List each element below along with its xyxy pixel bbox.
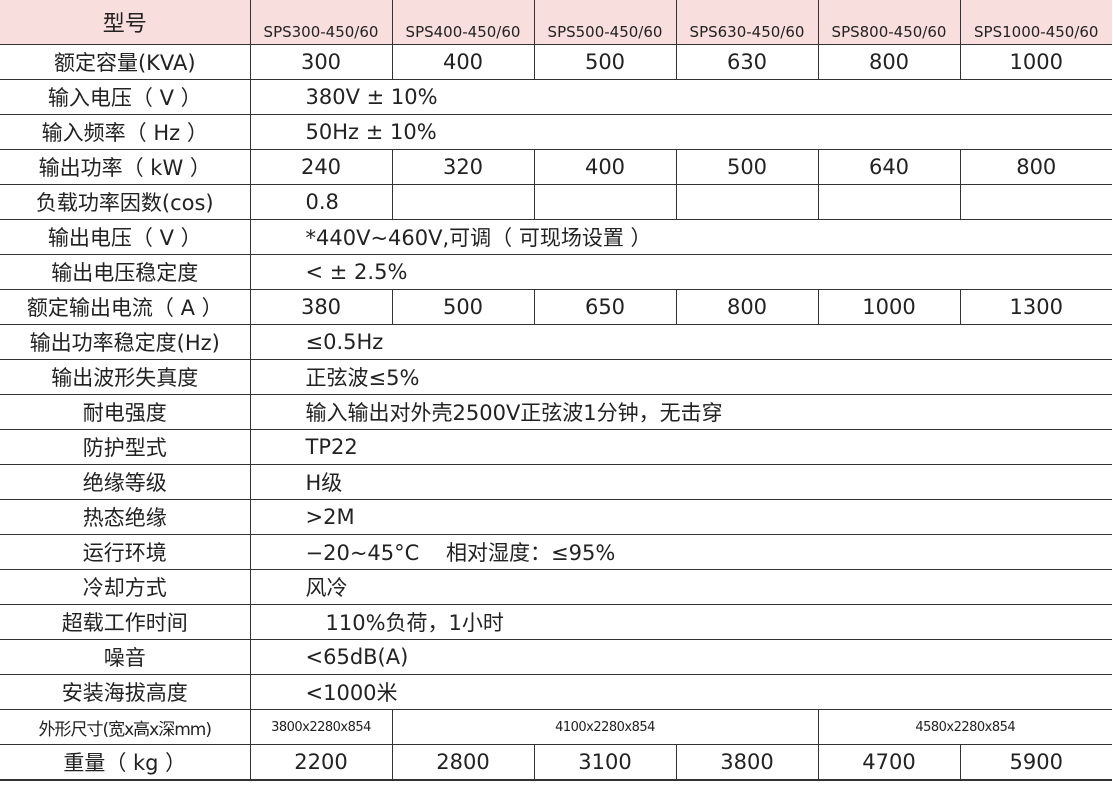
row-label: 输入频率（ Hz ）	[0, 114, 251, 150]
model-cell: SPS630-450/60	[675, 0, 819, 45]
row-rated-current: 额定输出电流（ A ） 380 500 650 800 1000 1300	[0, 289, 1112, 325]
cell: 输入输出对外壳2500V正弦波1分钟，无击穿	[249, 394, 1112, 430]
row-label: 超载工作时间	[0, 604, 251, 640]
cell: >2M	[249, 499, 1112, 535]
cell: <65dB(A)	[249, 639, 1112, 675]
cell: 500	[391, 289, 535, 325]
cell: 380	[249, 289, 393, 325]
model-cell: SPS400-450/60	[391, 0, 535, 45]
cell: H级	[249, 464, 1112, 500]
cell: 320	[391, 149, 535, 185]
row-altitude: 安装海拔高度 <1000米	[0, 674, 1112, 710]
row-weight: 重量（ kg ） 2200 2800 3100 3800 4700 5900	[0, 744, 1112, 781]
cell	[959, 184, 1112, 220]
cell: 380V ± 10%	[249, 79, 1112, 115]
row-capacity: 额定容量(KVA) 300 400 500 630 800 1000	[0, 44, 1112, 80]
cell: *440V~460V,可调（ 可现场设置 ）	[249, 219, 1112, 255]
cell: 500	[675, 149, 819, 185]
row-cooling: 冷却方式 风冷	[0, 569, 1112, 605]
cell: 800	[817, 44, 961, 80]
cell: 3100	[533, 744, 677, 781]
cell: 240	[249, 149, 393, 185]
row-label: 输出电压（ V ）	[0, 219, 251, 255]
row-label: 热态绝缘	[0, 499, 251, 535]
model-cell: SPS300-450/60	[249, 0, 393, 45]
row-output-power: 输出功率（ kW ） 240 320 400 500 640 800	[0, 149, 1112, 185]
model-cell: SPS500-450/60	[533, 0, 677, 45]
cell: 3800	[675, 744, 819, 781]
row-label: 负载功率因数(cos)	[0, 184, 251, 220]
row-label: 输出功率稳定度(Hz)	[0, 324, 251, 360]
cell: 650	[533, 289, 677, 325]
cell	[391, 184, 535, 220]
cell: 4700	[817, 744, 961, 781]
row-hot-insulation: 热态绝缘 >2M	[0, 499, 1112, 535]
cell: 2800	[391, 744, 535, 781]
cell: 4580x2280x854	[817, 709, 1112, 745]
row-protection: 防护型式 TP22	[0, 429, 1112, 465]
cell: TP22	[249, 429, 1112, 465]
cell: 0.8	[249, 184, 393, 220]
cell: 1000	[817, 289, 961, 325]
row-waveform-distortion: 输出波形失真度 正弦波≤5%	[0, 359, 1112, 395]
row-overload: 超载工作时间 110%负荷，1小时	[0, 604, 1112, 640]
cell: 1000	[959, 44, 1112, 80]
row-label: 耐电强度	[0, 394, 251, 430]
cell: 2200	[249, 744, 393, 781]
model-label: 型号	[0, 0, 251, 45]
row-power-stability: 输出功率稳定度(Hz) ≤0.5Hz	[0, 324, 1112, 360]
row-label: 输出功率（ kW ）	[0, 149, 251, 185]
cell: < ± 2.5%	[249, 254, 1112, 290]
row-label: 额定输出电流（ A ）	[0, 289, 251, 325]
cell	[533, 184, 677, 220]
row-environment: 运行环境 −20~45°C 相对湿度：≤95%	[0, 534, 1112, 570]
cell: 110%负荷，1小时	[249, 604, 1112, 640]
row-insulation-class: 绝缘等级 H级	[0, 464, 1112, 500]
cell: 风冷	[249, 569, 1112, 605]
cell: 3800x2280x854	[249, 709, 393, 745]
cell: 640	[817, 149, 961, 185]
cell: 500	[533, 44, 677, 80]
cell: 630	[675, 44, 819, 80]
row-label: 噪音	[0, 639, 251, 675]
cell: ≤0.5Hz	[249, 324, 1112, 360]
row-label: 绝缘等级	[0, 464, 251, 500]
row-input-freq: 输入频率（ Hz ） 50Hz ± 10%	[0, 114, 1112, 150]
row-label: 防护型式	[0, 429, 251, 465]
model-cell: SPS1000-450/60	[959, 0, 1112, 45]
row-label: 输出波形失真度	[0, 359, 251, 395]
model-cell: SPS800-450/60	[817, 0, 961, 45]
cell: 1300	[959, 289, 1112, 325]
row-output-voltage: 输出电压（ V ） *440V~460V,可调（ 可现场设置 ）	[0, 219, 1112, 255]
row-dimensions: 外形尺寸(宽x高x深mm) 3800x2280x854 4100x2280x85…	[0, 709, 1112, 745]
header-row: 型号 SPS300-450/60 SPS400-450/60 SPS500-45…	[0, 0, 1112, 45]
cell: 4100x2280x854	[391, 709, 819, 745]
row-label: 输入电压（ V ）	[0, 79, 251, 115]
row-power-factor: 负载功率因数(cos) 0.8	[0, 184, 1112, 220]
cell: 400	[533, 149, 677, 185]
row-label: 安装海拔高度	[0, 674, 251, 710]
cell: 5900	[959, 744, 1112, 781]
row-label: 运行环境	[0, 534, 251, 570]
cell: 800	[675, 289, 819, 325]
row-label: 输出电压稳定度	[0, 254, 251, 290]
cell: 300	[249, 44, 393, 80]
cell: −20~45°C 相对湿度：≤95%	[249, 534, 1112, 570]
cell	[817, 184, 961, 220]
row-label: 额定容量(KVA)	[0, 44, 251, 80]
cell: <1000米	[249, 674, 1112, 710]
row-label: 冷却方式	[0, 569, 251, 605]
row-label: 外形尺寸(宽x高x深mm)	[0, 709, 251, 745]
cell: 正弦波≤5%	[249, 359, 1112, 395]
row-label: 重量（ kg ）	[0, 744, 251, 781]
cell: 400	[391, 44, 535, 80]
row-noise: 噪音 <65dB(A)	[0, 639, 1112, 675]
cell: 800	[959, 149, 1112, 185]
row-input-voltage: 输入电压（ V ） 380V ± 10%	[0, 79, 1112, 115]
cell: 50Hz ± 10%	[249, 114, 1112, 150]
cell	[675, 184, 819, 220]
row-voltage-stability: 输出电压稳定度 < ± 2.5%	[0, 254, 1112, 290]
spec-table: 型号 SPS300-450/60 SPS400-450/60 SPS500-45…	[0, 0, 1112, 781]
row-dielectric-strength: 耐电强度 输入输出对外壳2500V正弦波1分钟，无击穿	[0, 394, 1112, 430]
